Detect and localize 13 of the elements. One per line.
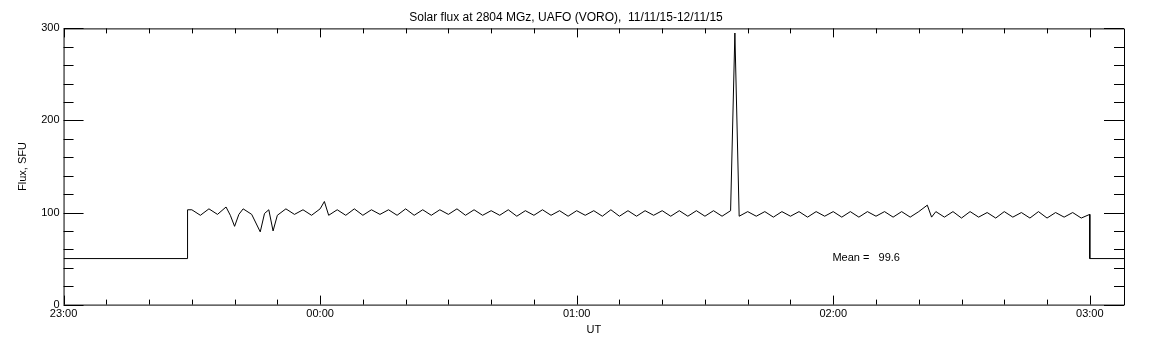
x-tick-label: 23:00 bbox=[49, 307, 78, 320]
chart-title: Solar flux at 2804 MGz, UAFO (VORO), 11/11/15-12/11/15 bbox=[409, 9, 724, 24]
x-tick-label: 01:00 bbox=[562, 307, 591, 320]
y-tick-label: 100 bbox=[41, 205, 60, 218]
x-tick-label: 03:00 bbox=[1076, 307, 1104, 320]
y-tick-label: 300 bbox=[41, 21, 60, 34]
annotation: Mean = 99.6 bbox=[832, 250, 900, 263]
x-tick-label: 02:00 bbox=[819, 307, 847, 320]
x-tick-label: 00:00 bbox=[306, 307, 334, 320]
y-axis-title: Flux, SFU bbox=[15, 142, 28, 191]
x-axis-title: UT bbox=[586, 323, 602, 336]
y-tick-label: 0 bbox=[53, 297, 60, 310]
y-tick-label: 200 bbox=[41, 113, 60, 126]
